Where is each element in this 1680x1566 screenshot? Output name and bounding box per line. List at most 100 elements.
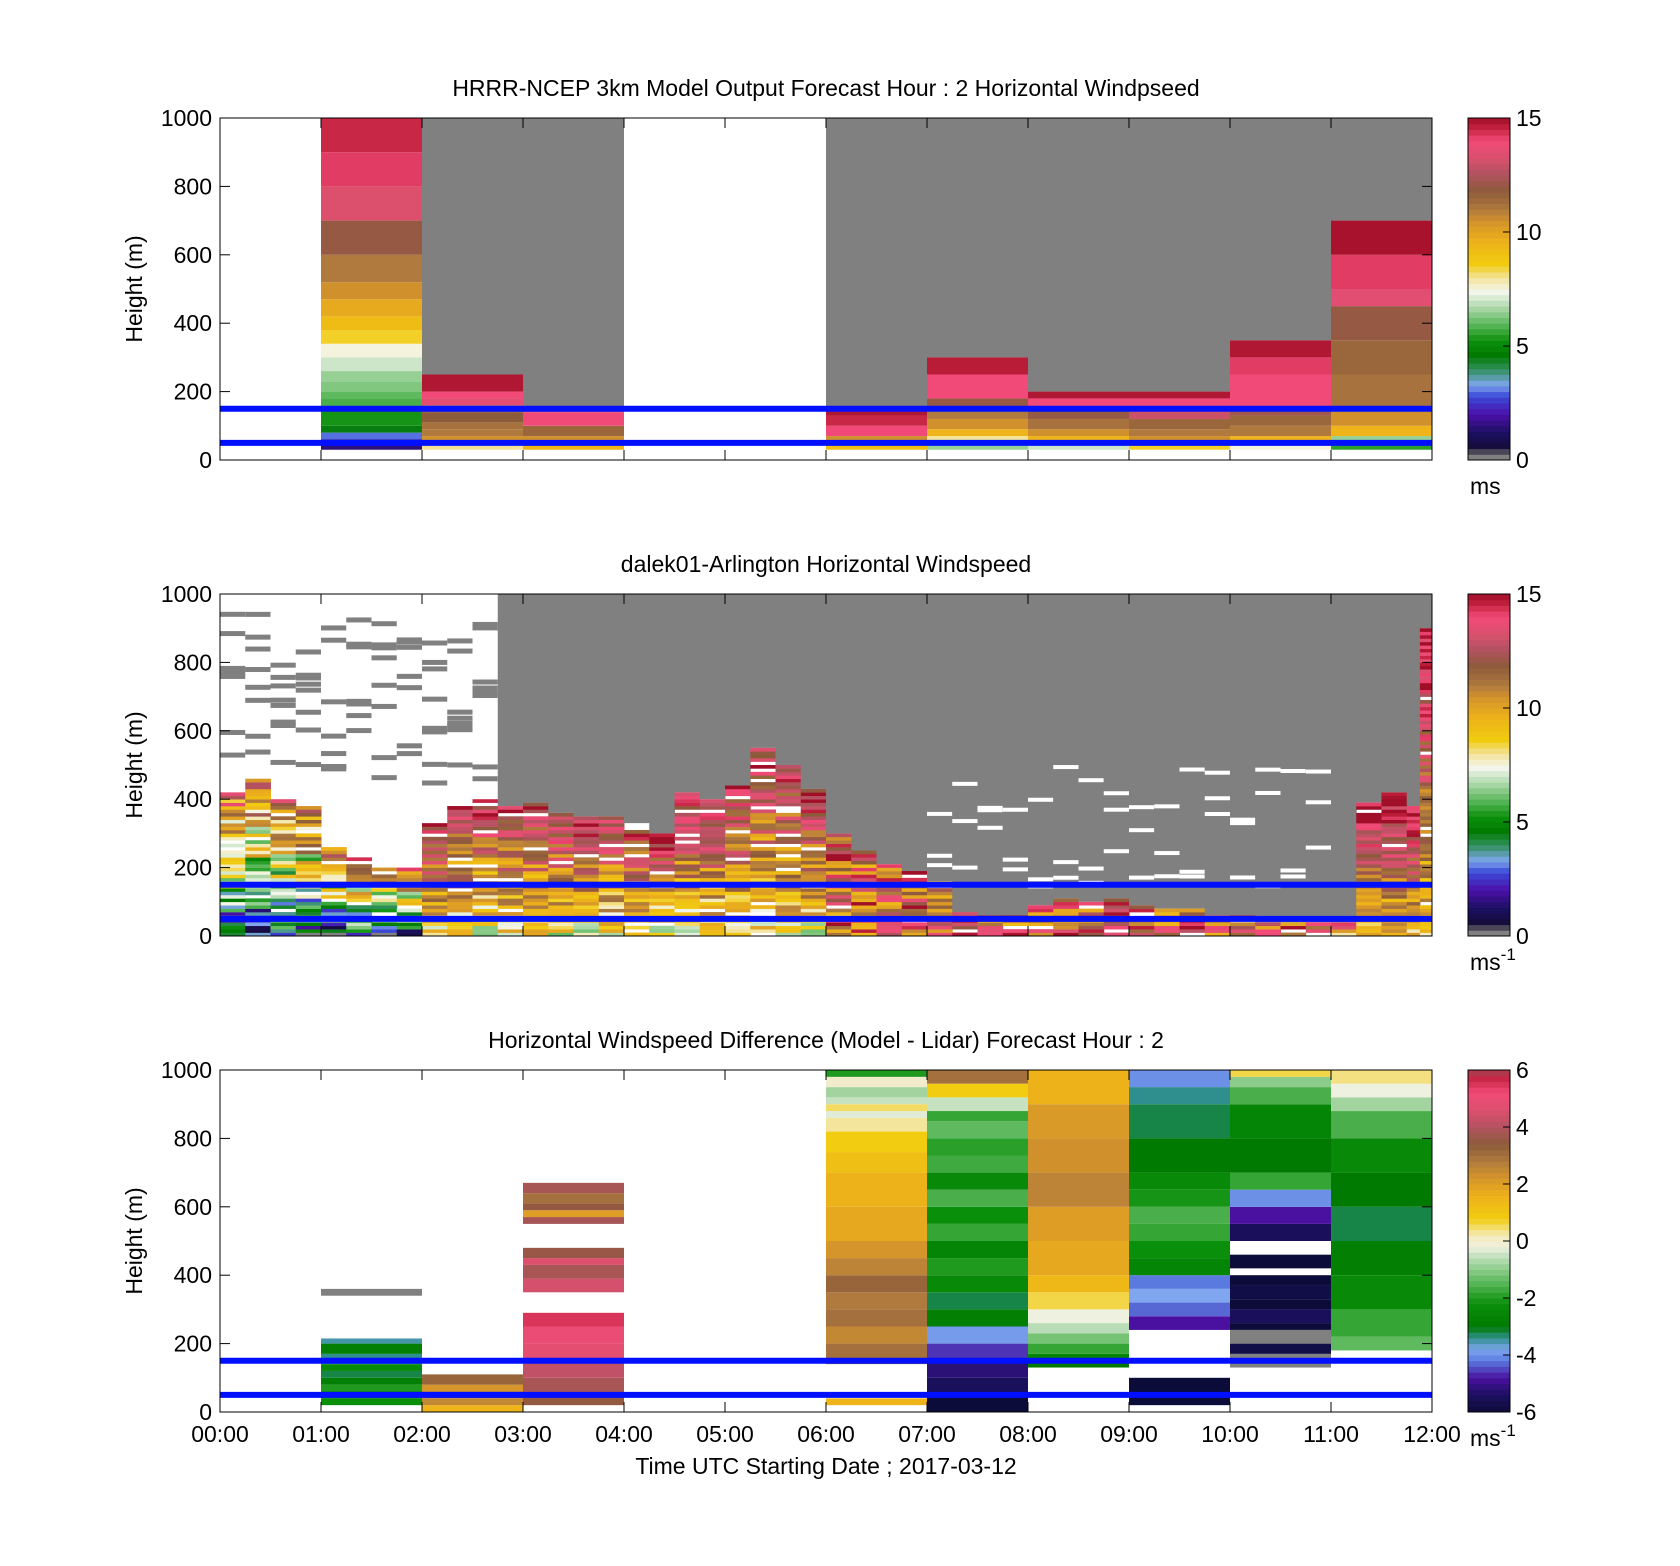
- heatmap-cell: [750, 891, 776, 896]
- heatmap-cell: [699, 836, 726, 841]
- missing-data-cell: [472, 690, 498, 696]
- heatmap-cell: [321, 877, 347, 882]
- heatmap-cell: [573, 823, 600, 827]
- heatmap-cell: [1419, 809, 1433, 814]
- heatmap-cell: [1406, 819, 1421, 824]
- heatmap-cell: [649, 929, 675, 933]
- missing-data-cell: [1406, 594, 1421, 807]
- heatmap-cell: [649, 912, 675, 916]
- heatmap-cell: [598, 932, 625, 937]
- heatmap-cell: [1230, 932, 1256, 937]
- heatmap-cell: [573, 925, 600, 930]
- no-data-gap: [1129, 828, 1155, 833]
- heatmap-cell: [220, 857, 246, 862]
- heatmap-cell: [750, 864, 776, 868]
- heatmap-cell: [1356, 823, 1382, 827]
- heatmap-cell: [472, 860, 499, 865]
- colorbar-swatch: [1468, 782, 1510, 789]
- heatmap-cell: [624, 877, 650, 882]
- heatmap-cell: [270, 857, 297, 862]
- heatmap-cell: [1356, 847, 1382, 851]
- heatmap-cell: [1331, 408, 1432, 426]
- heatmap-cell: [472, 925, 499, 930]
- heatmap-cell: [750, 847, 776, 851]
- heatmap-cell: [1230, 1172, 1331, 1190]
- heatmap-cell: [523, 1193, 624, 1204]
- colorbar-swatch: [1468, 850, 1510, 857]
- colorbar-swatch: [1468, 1189, 1510, 1196]
- heatmap-cell: [1356, 867, 1382, 872]
- heatmap-cell: [699, 843, 726, 848]
- heatmap-cell: [346, 905, 372, 909]
- colorbar-tick-label: 10: [1516, 695, 1542, 721]
- missing-data-cell: [1331, 118, 1432, 221]
- heatmap-cell: [1419, 792, 1433, 797]
- heatmap-cell: [876, 901, 903, 906]
- heatmap-cell: [1381, 795, 1408, 800]
- heatmap-cell: [624, 833, 650, 838]
- heatmap-cell: [497, 905, 524, 909]
- missing-data-cell: [371, 645, 397, 651]
- heatmap-cell: [775, 823, 802, 827]
- missing-data-cell: [346, 641, 372, 647]
- heatmap-cell: [826, 1172, 927, 1207]
- heatmap-cell: [1078, 912, 1105, 916]
- colorbar-swatch: [1468, 1292, 1510, 1299]
- heatmap-cell: [1356, 912, 1382, 916]
- heatmap-cell: [1078, 908, 1105, 913]
- heatmap-cell: [245, 829, 271, 834]
- heatmap-cell: [270, 843, 297, 848]
- colorbar-swatch: [1468, 294, 1510, 301]
- heatmap-cell: [573, 912, 600, 916]
- no-data-gap: [1305, 769, 1331, 774]
- heatmap-cell: [321, 867, 347, 872]
- heatmap-cell: [523, 840, 549, 844]
- heatmap-cell: [800, 806, 827, 810]
- heatmap-cell: [725, 874, 751, 879]
- heatmap-cell: [1419, 700, 1433, 704]
- heatmap-cell: [826, 1309, 927, 1327]
- heatmap-cell: [750, 853, 776, 858]
- heatmap-cell: [1406, 901, 1421, 906]
- heatmap-cell: [346, 894, 372, 899]
- heatmap-cell: [321, 1288, 422, 1296]
- heatmap-cell: [800, 840, 827, 844]
- colorbar-swatch: [1468, 317, 1510, 324]
- y-tick-label: 800: [174, 649, 212, 675]
- heatmap-cell: [422, 840, 448, 844]
- heatmap-cell: [472, 816, 499, 821]
- heatmap-cell: [548, 826, 574, 831]
- heatmap-cell: [523, 922, 549, 927]
- heatmap-cell: [750, 819, 776, 824]
- colorbar-swatch: [1468, 1246, 1510, 1253]
- heatmap-cell: [1154, 929, 1180, 933]
- missing-data-cell: [1179, 594, 1206, 909]
- heatmap-cell: [927, 891, 953, 896]
- heatmap-cell: [573, 847, 600, 851]
- heatmap-cell: [447, 826, 473, 831]
- heatmap-cell: [598, 864, 625, 868]
- no-data-gap: [1280, 868, 1306, 873]
- heatmap-cell: [220, 826, 246, 831]
- heatmap-cell: [1419, 768, 1433, 773]
- heatmap-cell: [826, 901, 852, 906]
- missing-data-cell: [1331, 594, 1357, 923]
- heatmap-cell: [826, 1087, 927, 1098]
- heatmap-cell: [1419, 806, 1433, 810]
- heatmap-cell: [447, 860, 473, 865]
- heatmap-cell: [826, 898, 852, 903]
- heatmap-cell: [497, 925, 524, 930]
- heatmap-cell: [321, 864, 347, 868]
- heatmap-cell: [548, 898, 574, 903]
- no-data-gap: [927, 863, 953, 868]
- heatmap-cell: [800, 877, 827, 882]
- heatmap-cell: [422, 888, 448, 892]
- heatmap-cell: [548, 853, 574, 858]
- heatmap-cell: [750, 788, 776, 793]
- heatmap-cell: [826, 1292, 927, 1310]
- no-data-gap: [1028, 877, 1054, 882]
- heatmap-cell: [295, 905, 322, 909]
- heatmap-cell: [1406, 925, 1421, 930]
- heatmap-cell: [901, 877, 928, 882]
- heatmap-cell: [699, 826, 726, 831]
